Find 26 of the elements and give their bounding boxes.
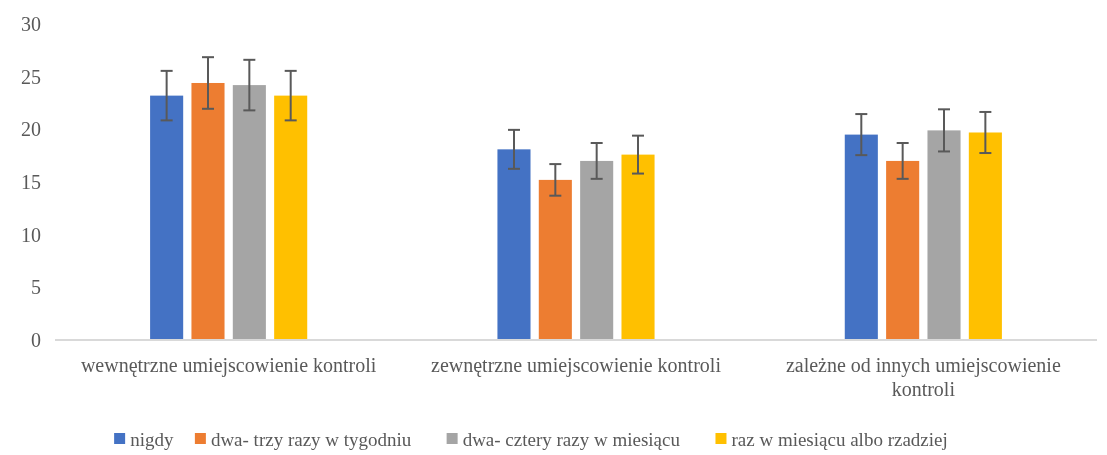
legend-label: raz w miesiącu albo rzadziej (731, 428, 948, 450)
y-tick-label: 5 (31, 276, 41, 299)
bar (844, 134, 878, 340)
bar (621, 154, 655, 340)
bar (580, 160, 614, 340)
y-tick-label: 30 (21, 13, 41, 35)
x-tick-label: zewnętrzne umiejscowienie kontroli (431, 354, 722, 377)
bar (886, 160, 920, 340)
bar (274, 95, 308, 340)
bar (538, 179, 572, 340)
x-tick-label: wewnętrzne umiejscowienie kontroli (80, 354, 377, 377)
x-tick-label: zależne od innych umiejscowienie kontroli (785, 354, 1061, 400)
bar (191, 82, 225, 340)
bar (927, 130, 961, 340)
y-tick-label: 20 (21, 118, 41, 141)
y-tick-label: 10 (21, 223, 41, 246)
legend-label: dwa- trzy razy w tygodniu (210, 428, 412, 450)
legend-label: dwa- cztery razy w miesiącu (462, 428, 681, 450)
bar (150, 95, 184, 340)
y-tick-label: 15 (21, 171, 41, 193)
bar (968, 132, 1002, 340)
y-tick-label: 25 (21, 65, 41, 88)
bar (232, 85, 266, 340)
legend-label: nigdy (130, 428, 174, 450)
bar (497, 149, 531, 340)
y-tick-label: 0 (31, 329, 41, 351)
